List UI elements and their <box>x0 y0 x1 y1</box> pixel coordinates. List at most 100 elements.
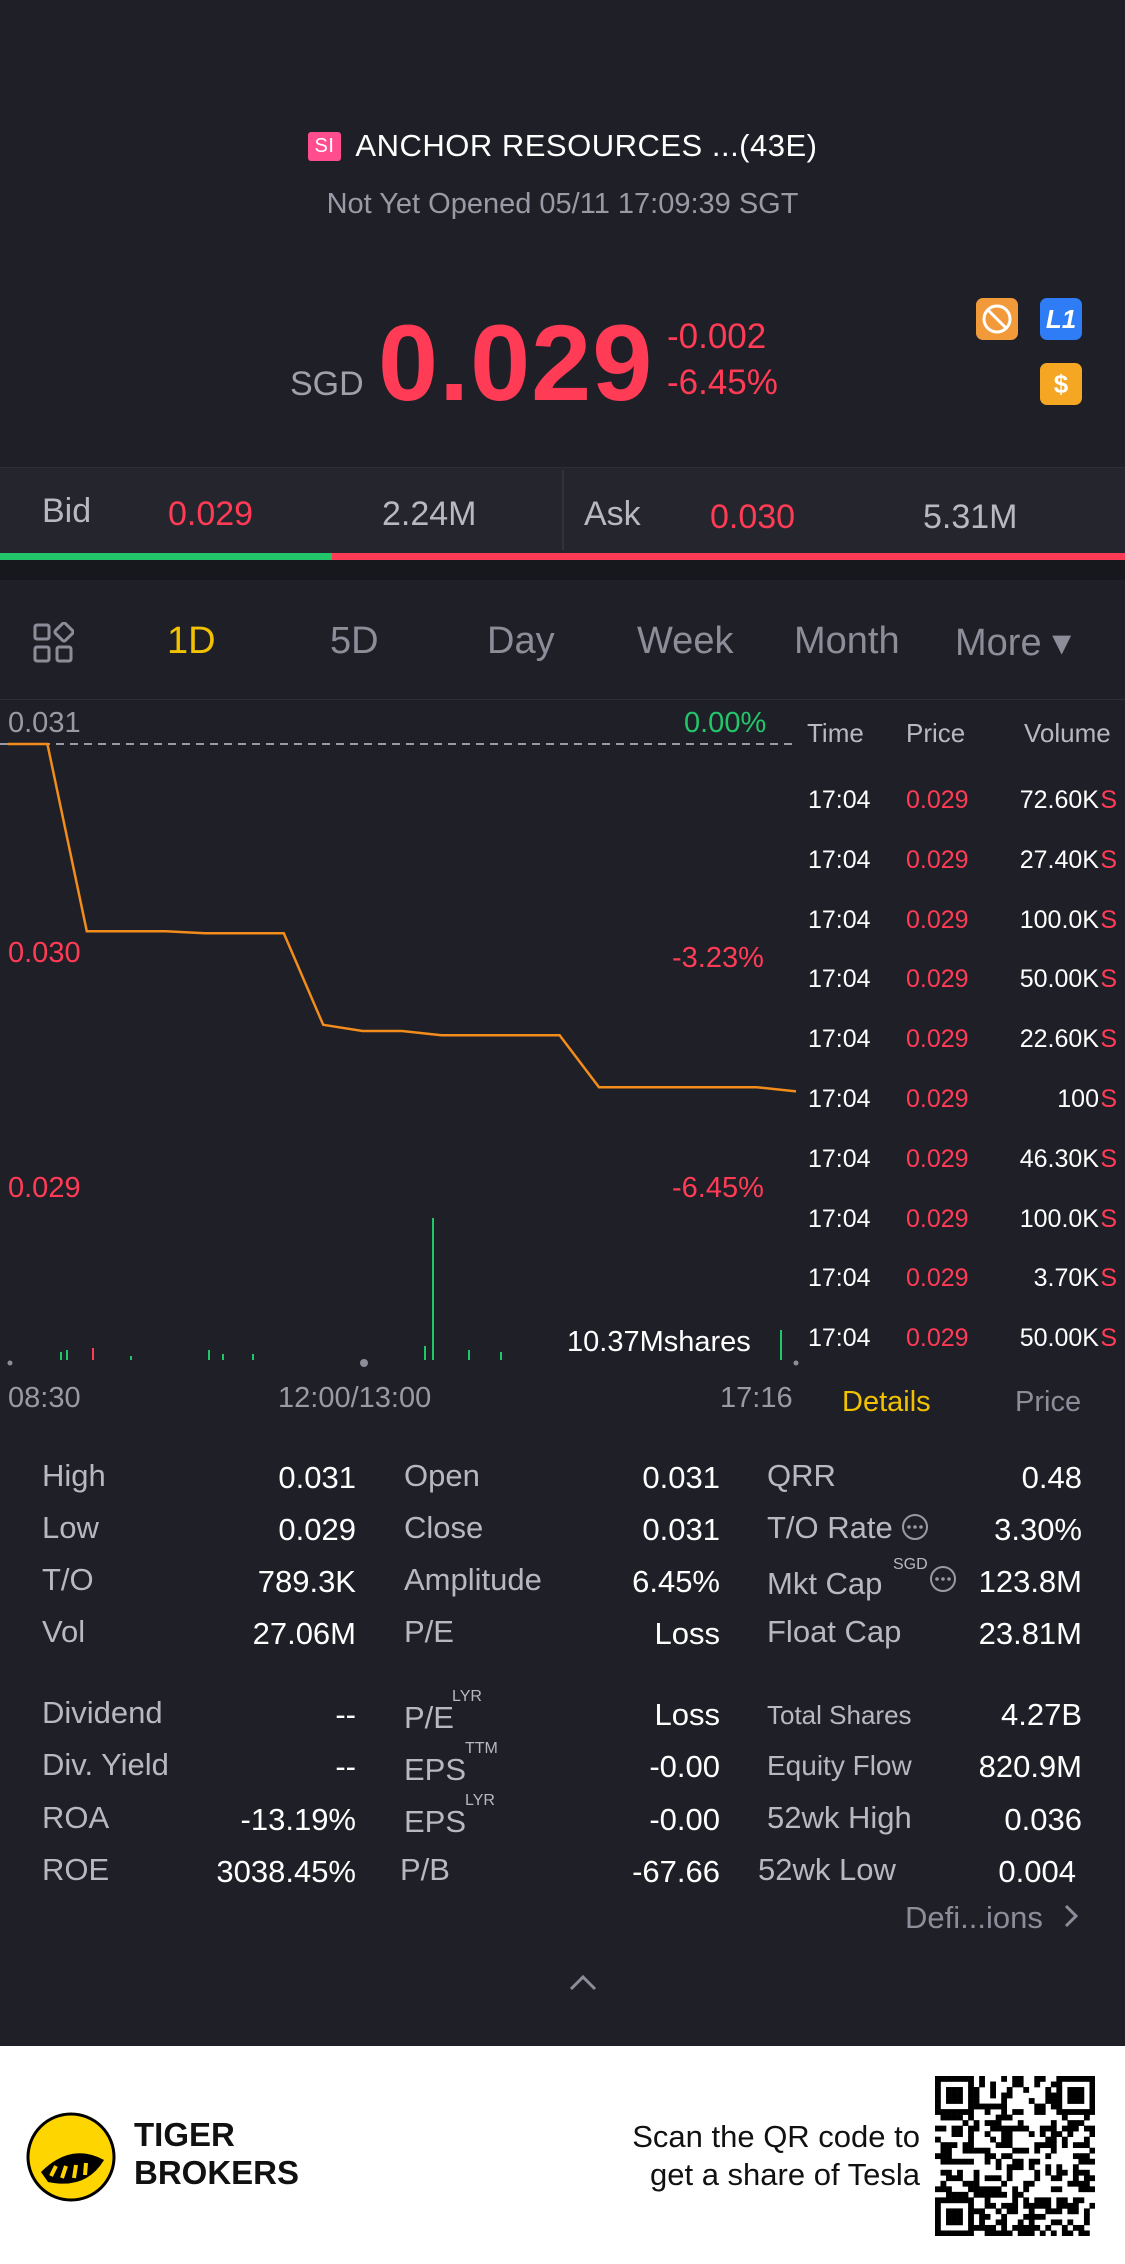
stat-divyield-label: Div. Yield <box>42 1747 169 1782</box>
trade-side: S <box>1100 786 1117 814</box>
chevron-up-icon[interactable] <box>568 1972 598 1997</box>
y-label-low: 0.029 <box>8 1172 81 1204</box>
volume-bar <box>252 1354 254 1360</box>
trade-side: S <box>1100 1204 1117 1233</box>
definitions-link[interactable]: Defi...ions <box>905 1900 1079 1936</box>
trade-time: 17:04 <box>808 1085 871 1113</box>
stat-close-label: Close <box>404 1510 484 1545</box>
period-tabs: 1D 5D Day Week Month More ▾ <box>0 580 1125 700</box>
change-value: -0.002 <box>667 317 767 356</box>
trade-price: 0.029 <box>906 1264 969 1293</box>
level1-icon[interactable]: L1 <box>1040 298 1082 340</box>
trade-row: 17:04 0.029 46.30K S <box>0 1145 1125 1185</box>
pct-label-low: -6.45% <box>672 1172 764 1204</box>
stat-dividend-value: -- <box>335 1697 356 1732</box>
stat-amplitude-value: 6.45% <box>632 1564 720 1599</box>
grid-icon[interactable] <box>32 621 75 669</box>
tab-5d[interactable]: 5D <box>330 620 379 662</box>
volume-bar <box>130 1356 132 1360</box>
trade-row: 17:04 0.029 72.60K S <box>0 786 1125 826</box>
x-label-end: 17:16 <box>720 1382 793 1414</box>
trade-time: 17:04 <box>808 1204 871 1233</box>
bid-ratio-bar <box>0 553 332 560</box>
trade-volume: 46.30K <box>1019 1144 1099 1173</box>
stat-floatcap-value: 23.81M <box>978 1616 1082 1651</box>
bid-price: 0.029 <box>168 495 254 533</box>
stat-vol-value: 27.06M <box>252 1616 356 1651</box>
stat-pe-label: P/E <box>404 1614 454 1649</box>
tab-details[interactable]: Details <box>842 1386 931 1418</box>
stat-pelyr-label: P/E <box>404 1700 454 1735</box>
last-price: 0.029 <box>378 302 654 423</box>
trade-price: 0.029 <box>906 1085 969 1113</box>
tab-price[interactable]: Price <box>1015 1386 1082 1418</box>
stat-open-value: 0.031 <box>642 1460 720 1495</box>
trade-price: 0.029 <box>906 1324 969 1353</box>
currency-label: SGD <box>290 365 364 403</box>
volume-bar <box>780 1330 782 1360</box>
bid-ask-divider <box>562 470 564 550</box>
chevron-right-icon <box>1063 1900 1079 1936</box>
trade-price: 0.029 <box>906 1204 969 1233</box>
no-trade-icon[interactable] <box>976 298 1018 340</box>
intraday-chart[interactable] <box>0 700 800 1370</box>
trade-side: S <box>1100 1025 1117 1054</box>
trade-row: 17:04 0.029 50.00K S <box>0 1324 1125 1364</box>
trade-side: S <box>1100 1085 1117 1113</box>
stat-to-label: T/O <box>42 1562 94 1597</box>
stat-amplitude-label: Amplitude <box>404 1562 542 1597</box>
stat-roa-value: -13.19% <box>240 1802 356 1837</box>
market-status: Not Yet Opened 05/11 17:09:39 SGT <box>326 188 799 220</box>
stat-epslyr-sup: LYR <box>465 1792 495 1809</box>
trade-row: 17:04 0.029 50.00K S <box>0 965 1125 1005</box>
volume-bar <box>66 1350 68 1360</box>
bid-size: 2.24M <box>382 495 477 533</box>
brand-name: TIGER BROKERS <box>134 2116 299 2192</box>
stat-close-value: 0.031 <box>642 1512 720 1547</box>
price-change: -0.002 -6.45% <box>667 314 778 406</box>
stat-qrr-value: 0.48 <box>1021 1460 1082 1495</box>
tab-month[interactable]: Month <box>794 620 900 662</box>
stat-divyield-value: -- <box>335 1749 356 1784</box>
tab-more[interactable]: More ▾ <box>955 622 1072 664</box>
volume-bar <box>208 1350 210 1360</box>
trade-side: S <box>1100 1144 1117 1173</box>
average-line <box>8 742 797 1093</box>
volume-bar <box>92 1348 94 1360</box>
trade-volume: 3.70K <box>1033 1264 1099 1293</box>
trade-time: 17:04 <box>808 786 871 814</box>
tab-week[interactable]: Week <box>637 620 734 662</box>
stat-epslyr-label: EPS <box>404 1804 467 1839</box>
tab-1d[interactable]: 1D <box>167 620 216 662</box>
stat-floatcap-label: Float Cap <box>767 1614 902 1649</box>
tab-day[interactable]: Day <box>487 620 555 662</box>
pct-label-mid: -3.23% <box>672 942 764 974</box>
ask-size: 5.31M <box>923 498 1018 536</box>
stock-title: SI ANCHOR RESOURCES ...(43E) <box>0 128 1125 164</box>
stat-high-label: High <box>42 1458 106 1493</box>
trade-time: 17:04 <box>808 1144 871 1173</box>
stat-low-label: Low <box>42 1510 99 1545</box>
info-icon[interactable] <box>929 1565 957 1598</box>
y-label-mid: 0.030 <box>8 937 81 969</box>
trade-volume: 100.0K <box>1019 1204 1099 1233</box>
stat-roe-value: 3038.45% <box>216 1854 356 1889</box>
stock-name: ANCHOR RESOURCES ...(43E) <box>355 128 818 163</box>
stat-epsttm-sup: TTM <box>465 1740 498 1757</box>
volume-bar <box>432 1218 434 1360</box>
stat-to-value: 789.3K <box>257 1564 356 1599</box>
volume-bar <box>500 1352 502 1360</box>
y-label-top: 0.031 <box>8 707 81 739</box>
trade-time: 17:04 <box>808 905 871 934</box>
info-icon[interactable] <box>901 1513 929 1546</box>
trade-volume: 27.40K <box>1019 845 1099 874</box>
stat-mktcap-sup: SGD <box>893 1556 928 1573</box>
trade-time: 17:04 <box>808 1324 871 1353</box>
qr-code[interactable] <box>935 2076 1096 2241</box>
dollar-icon[interactable]: $ <box>1040 363 1082 405</box>
stat-equityflow-label: Equity Flow <box>767 1750 912 1781</box>
x-label-mid: 12:00/13:00 <box>278 1382 432 1414</box>
stat-52low-label: 52wk Low <box>758 1852 896 1887</box>
trade-price: 0.029 <box>906 1144 969 1173</box>
stat-torate-value: 3.30% <box>994 1512 1082 1547</box>
